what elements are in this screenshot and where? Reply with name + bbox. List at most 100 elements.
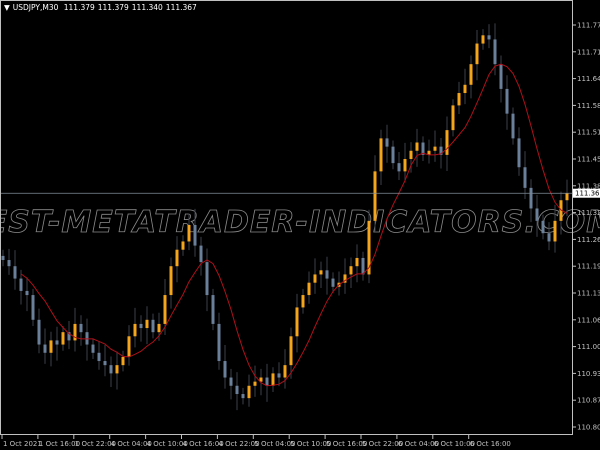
candle [127, 325, 131, 366]
candle [469, 55, 473, 99]
candle-body [289, 336, 293, 366]
ohlc-close: 111.367 [165, 3, 197, 12]
ohlc-open: 111.379 [63, 3, 95, 12]
candle-body [271, 373, 275, 386]
candle-body [97, 352, 101, 362]
candle-body [433, 146, 437, 151]
candle [25, 277, 29, 312]
candle-body [505, 88, 509, 114]
candle-body [361, 257, 365, 275]
candle-body [115, 365, 119, 374]
candle-body [511, 113, 515, 139]
candle [517, 127, 521, 176]
candle-body [205, 262, 209, 296]
candle-body [355, 257, 359, 267]
candle-body [307, 282, 311, 296]
candle [241, 387, 245, 405]
candle [67, 321, 71, 350]
candle [55, 326, 59, 361]
candle [445, 116, 449, 171]
candle [355, 244, 359, 283]
candle [499, 55, 503, 103]
candle [109, 356, 113, 388]
candle [457, 81, 461, 115]
candle-body [67, 332, 71, 341]
x-tick-label: 4 Oct 22:00 [218, 440, 259, 448]
candle-body [241, 394, 245, 399]
y-tick-label: 111.195 [577, 263, 600, 271]
candle [211, 288, 215, 331]
candles [1, 23, 569, 411]
candle [367, 209, 371, 284]
candle-body [301, 295, 305, 308]
candle-body [535, 208, 539, 221]
candle [229, 368, 233, 400]
candle [235, 372, 239, 411]
candle-body [529, 187, 533, 209]
candle-body [139, 323, 143, 329]
candle [325, 256, 329, 295]
candle [481, 29, 485, 50]
candle-body [439, 146, 443, 155]
y-tick-label: 111.000 [577, 343, 600, 351]
candle [145, 306, 149, 345]
candle [541, 214, 545, 240]
candle [37, 308, 41, 354]
candle-body [253, 381, 257, 386]
candle-body [265, 377, 269, 386]
candle [289, 327, 293, 379]
candle [175, 236, 179, 283]
candle-body [235, 385, 239, 395]
candle [379, 129, 383, 185]
candle [49, 331, 53, 367]
candle-body [37, 319, 41, 345]
candle [373, 155, 377, 232]
candle [199, 236, 203, 276]
candle-body [193, 224, 197, 246]
candle-body [565, 193, 569, 201]
candle-body [223, 361, 227, 378]
y-tick-label: 111.320 [577, 209, 600, 217]
candle-body [409, 150, 413, 159]
candle-body [457, 93, 461, 106]
candle-body [73, 323, 77, 341]
candle [349, 257, 353, 289]
candle-body [259, 377, 263, 382]
candle [253, 365, 257, 397]
watermark: BEST-METATRADER-INDICATORS.COM [0, 205, 600, 240]
candle [277, 362, 281, 387]
candle [91, 338, 95, 359]
candle [433, 130, 437, 162]
candle-body [487, 35, 491, 40]
candle [85, 318, 89, 361]
y-tick-label: 111.775 [577, 22, 600, 30]
candle-body [427, 150, 431, 155]
x-tick-label: 1 Oct 16:00 [39, 440, 80, 448]
candle-body [79, 323, 83, 333]
candle [397, 151, 401, 181]
candle-body [85, 332, 89, 345]
y-tick-label: 110.805 [577, 424, 600, 432]
candle-body [541, 220, 545, 234]
candle [529, 179, 533, 223]
symbol-label: USDJPY,M30 [12, 3, 59, 12]
candle-body [367, 220, 371, 275]
candle-body [319, 270, 323, 275]
candle-body [19, 278, 23, 291]
candle [13, 250, 17, 290]
candle-body [403, 159, 407, 172]
candle-body [391, 146, 395, 164]
x-tick-label: 6 Oct 10:00 [434, 440, 475, 448]
x-tick-label: 5 Oct 10:00 [290, 440, 331, 448]
candle-body [421, 142, 425, 155]
candle-body [49, 340, 53, 353]
candle-body [385, 138, 389, 147]
candle [181, 235, 185, 256]
candle-body [7, 260, 11, 267]
y-tick-label: 110.870 [577, 397, 600, 405]
collapse-triangle-icon[interactable]: ▼ [4, 3, 10, 12]
candle [553, 204, 557, 253]
y-tick-label: 111.580 [577, 102, 600, 110]
